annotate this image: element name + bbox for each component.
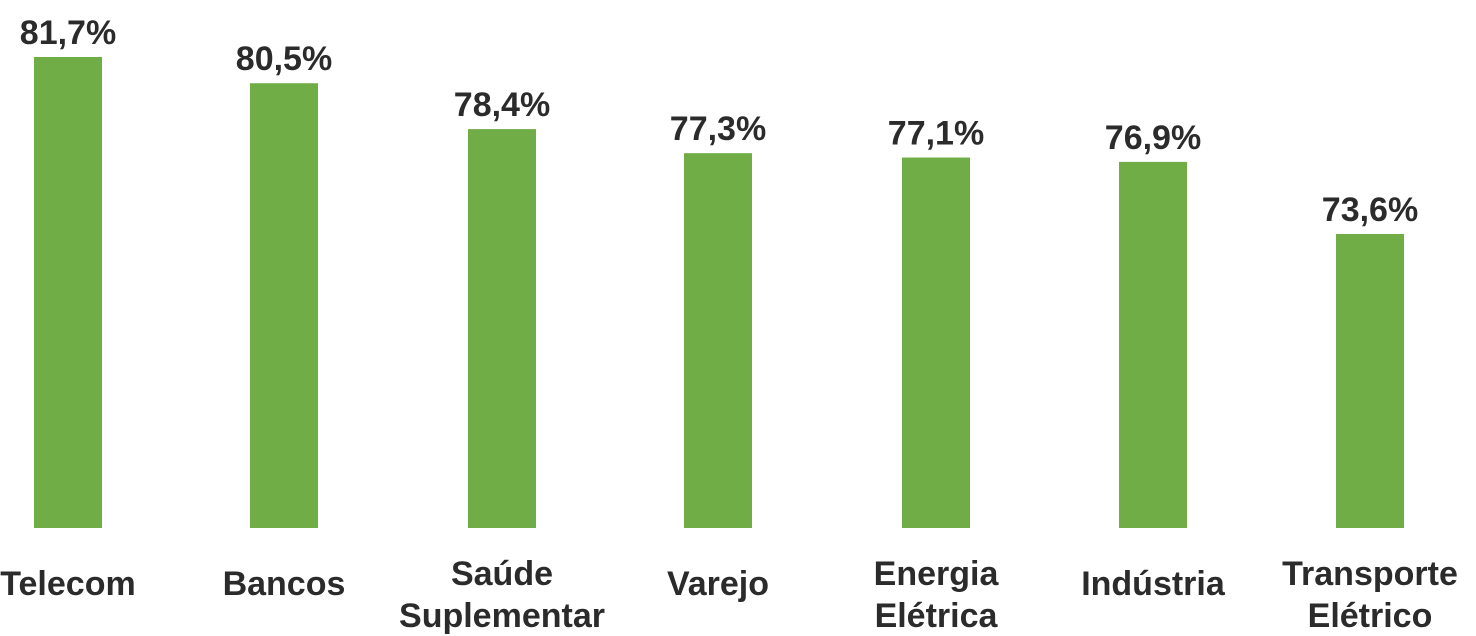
bar-value-label: 77,3% — [670, 110, 766, 148]
bar — [468, 129, 536, 528]
bar-value-label: 81,7% — [20, 14, 116, 52]
category-label-line: Telecom — [0, 565, 135, 603]
category-label-line: Indústria — [1081, 565, 1226, 603]
bar-value-label: 80,5% — [236, 40, 332, 78]
category-label: Transporte Elétrico — [1282, 555, 1458, 635]
bar — [1119, 161, 1187, 528]
bar — [250, 83, 318, 528]
category-label-line: Energia — [874, 555, 1000, 593]
bar-value-label: 78,4% — [454, 86, 550, 124]
category-label-line: Varejo — [667, 565, 769, 603]
category-label: Varejo — [667, 565, 769, 603]
category-label-line: Suplementar — [399, 597, 605, 635]
bars-group — [34, 57, 1404, 529]
category-label-line: Saúde — [451, 555, 553, 593]
category-label: Telecom — [0, 565, 135, 603]
bar-value-label: 77,1% — [888, 115, 984, 153]
category-label: Saúde Suplementar — [399, 555, 605, 635]
category-label-line: Elétrico — [1308, 597, 1433, 635]
category-label: Bancos — [223, 565, 346, 603]
category-label: Energia Elétrica — [874, 555, 1000, 635]
category-labels-group: Telecom Bancos Saúde Suplementar Varejo Energ… — [0, 555, 1458, 635]
bar-value-label: 73,6% — [1322, 191, 1418, 229]
category-label-line: Transporte — [1282, 555, 1458, 593]
value-labels-group: 81,7% 80,5% 78,4% 77,3% 77,1% 76,9% 73,6% — [20, 14, 1418, 229]
bar — [902, 157, 970, 528]
category-label-line: Elétrica — [875, 597, 999, 635]
bar — [34, 57, 102, 528]
bar-value-label: 76,9% — [1105, 119, 1201, 157]
bar — [1336, 234, 1404, 528]
category-label: Indústria — [1081, 565, 1226, 603]
category-label-line: Bancos — [223, 565, 346, 603]
bar — [684, 153, 752, 529]
